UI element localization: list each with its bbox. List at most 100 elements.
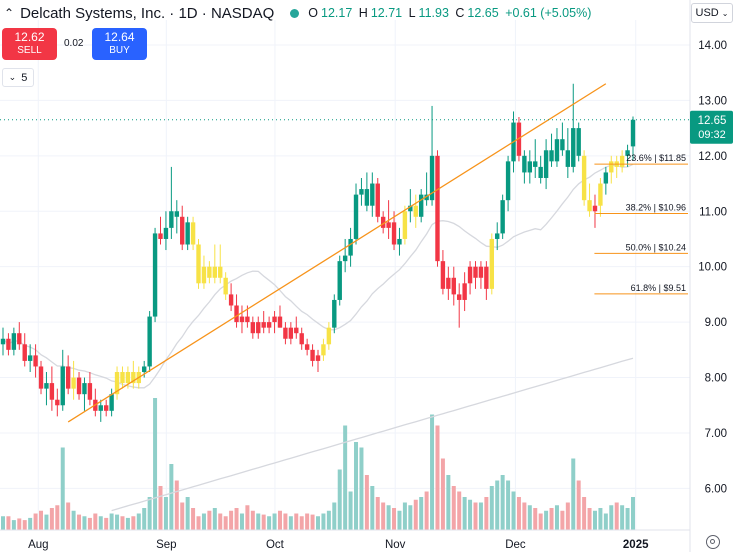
- candle: [592, 194, 598, 228]
- candle-body: [370, 183, 375, 206]
- volume-bar: [620, 505, 625, 530]
- candle-body: [337, 261, 342, 300]
- volume-bar: [500, 475, 505, 530]
- candle-body: [125, 372, 131, 384]
- volume-bar: [413, 499, 418, 530]
- candle: [304, 338, 310, 356]
- candle-body: [103, 405, 109, 411]
- volume-bar: [495, 480, 500, 530]
- candle: [603, 166, 609, 195]
- candle: [261, 311, 266, 334]
- volume-bar: [326, 510, 331, 530]
- volume-bar: [191, 508, 196, 530]
- candle: [11, 327, 17, 356]
- candle: [201, 255, 207, 289]
- candle-body: [223, 277, 228, 295]
- candle-body: [190, 222, 196, 245]
- candle-body: [49, 383, 55, 400]
- candle-body: [375, 183, 380, 217]
- candle-body: [283, 327, 288, 339]
- volume-bar: [565, 502, 570, 530]
- candle-body: [435, 155, 440, 262]
- candle-body: [98, 405, 103, 411]
- fib-level-label: 38.2% | $10.96: [626, 202, 686, 212]
- price-tick-label: 13.00: [698, 95, 727, 107]
- sell-button[interactable]: 12.62 SELL: [2, 28, 57, 60]
- volume-bar: [115, 514, 120, 530]
- candle: [250, 316, 256, 339]
- price-tick-label: 8.00: [705, 373, 727, 385]
- volume-bar: [104, 517, 109, 530]
- volume-bar: [625, 508, 630, 530]
- indicators-toggle[interactable]: ⌄ 5: [2, 68, 34, 87]
- candle: [375, 177, 380, 223]
- fib-level-label: 23.6% | $11.85: [626, 153, 686, 163]
- candle-body: [109, 394, 114, 411]
- candle: [538, 155, 543, 184]
- candle-body: [478, 266, 484, 278]
- open-value: 12.17: [321, 6, 353, 20]
- candle-body: [304, 344, 310, 350]
- candle-body: [266, 322, 272, 328]
- volume-bar: [22, 520, 27, 530]
- candle: [533, 139, 538, 178]
- settings-gear-icon[interactable]: [706, 535, 720, 549]
- candle-body: [261, 322, 266, 328]
- volume-bar: [33, 513, 38, 530]
- volume-bar: [571, 458, 576, 530]
- candle: [614, 155, 619, 178]
- candle-body: [169, 211, 174, 228]
- collapse-chevron-icon[interactable]: ⌃: [4, 6, 15, 20]
- currency-selector[interactable]: USD ⌄: [691, 3, 733, 23]
- candle: [288, 322, 294, 345]
- candle: [489, 233, 494, 295]
- buy-button[interactable]: 12.64 BUY: [92, 28, 147, 60]
- volume-bar: [142, 508, 147, 530]
- time-tick-label: Sep: [156, 539, 176, 551]
- candle: [554, 128, 560, 167]
- candle: [467, 261, 473, 295]
- price-axis-ticks: 6.00 7.00 8.00 9.00 10.00 11.00 12.00 13.00 14.0…: [698, 40, 727, 495]
- candle: [163, 211, 169, 251]
- candle: [359, 177, 364, 206]
- candle-body: [0, 338, 6, 345]
- volume-bar: [544, 510, 549, 530]
- volume-bar: [451, 486, 456, 530]
- volume-bar: [462, 497, 467, 530]
- candle: [478, 261, 484, 289]
- candle: [277, 305, 283, 328]
- symbol-title[interactable]: Delcath Systems, Inc. · 1D · NASDAQ: [20, 4, 275, 22]
- volume-bar: [321, 513, 326, 530]
- sell-price: 12.62: [14, 30, 45, 44]
- chevron-down-icon: ⌄: [8, 72, 17, 82]
- candle-body: [147, 316, 152, 367]
- chevron-down-icon: ⌄: [721, 8, 729, 18]
- candle-body: [462, 283, 467, 300]
- volume-bar: [370, 486, 375, 530]
- candle-body: [315, 355, 321, 361]
- volume-bar: [506, 480, 511, 530]
- candle: [272, 311, 277, 334]
- volume-bar: [82, 516, 87, 530]
- candle: [549, 133, 554, 167]
- high-value: 12.71: [370, 6, 403, 20]
- candle: [212, 244, 218, 284]
- candle: [49, 366, 55, 411]
- candle: [370, 172, 375, 217]
- candle: [380, 211, 386, 234]
- candle-body: [527, 161, 533, 173]
- candle: [55, 388, 60, 417]
- volume-bar: [131, 516, 136, 530]
- volume-bar: [261, 514, 266, 530]
- candle-body: [38, 366, 44, 389]
- volume-bar: [478, 502, 483, 530]
- candle-body: [397, 238, 402, 245]
- market-status-icon: [290, 8, 300, 18]
- price-tick-label: 6.00: [705, 483, 727, 495]
- candle-body: [554, 139, 560, 162]
- candle-body: [364, 189, 370, 206]
- time-tick-label: Dec: [505, 539, 526, 551]
- time-tick-label: Aug: [28, 539, 48, 551]
